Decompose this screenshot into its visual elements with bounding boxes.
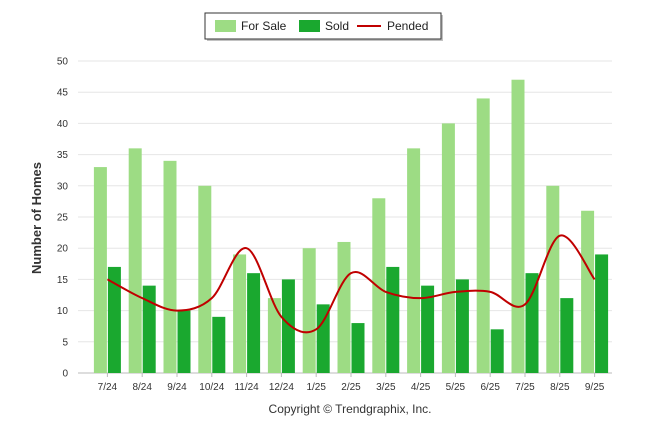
x-tick-label: 9/24 <box>167 382 187 393</box>
bar-sold <box>490 329 504 373</box>
x-tick-label: 5/25 <box>446 382 466 393</box>
bar-for-sale <box>302 248 316 373</box>
bar-for-sale <box>93 167 107 373</box>
y-tick-label: 30 <box>57 181 69 192</box>
y-tick-label: 20 <box>57 244 69 255</box>
bar-for-sale <box>441 123 455 374</box>
legend-swatch-sold <box>299 20 320 32</box>
y-tick-label: 15 <box>57 275 69 286</box>
pended-line-layer <box>106 234 596 334</box>
x-tick-label: 4/25 <box>411 382 431 393</box>
x-axis-ticks: 7/24 8/24 9/24 10/24 11/24 12/24 1/25 2/25 3/25 4… <box>98 373 605 393</box>
x-tick-label: 10/24 <box>199 382 224 393</box>
bar-sold <box>107 266 121 373</box>
bar-for-sale <box>163 160 177 373</box>
y-tick-label: 5 <box>62 337 68 348</box>
bar-sold <box>351 323 365 373</box>
x-tick-label: 7/25 <box>515 382 535 393</box>
pended-line <box>106 234 596 334</box>
x-tick-label: 7/24 <box>98 382 118 393</box>
bar-sold <box>177 310 191 373</box>
x-tick-label: 12/24 <box>269 382 294 393</box>
bars <box>93 79 609 374</box>
bar-sold <box>247 273 261 373</box>
bar-sold <box>142 285 156 373</box>
legend-label-pended: Pended <box>387 19 428 33</box>
bar-sold <box>316 304 330 373</box>
x-tick-label: 2/25 <box>341 382 361 393</box>
bar-sold <box>281 279 295 373</box>
y-tick-label: 35 <box>57 150 69 161</box>
legend: For Sale Sold Pended <box>204 12 443 41</box>
bar-for-sale <box>476 98 490 373</box>
x-tick-label: 8/24 <box>132 382 152 393</box>
bar-for-sale <box>407 148 421 373</box>
bar-for-sale <box>372 198 386 373</box>
x-tick-label: 3/25 <box>376 382 396 393</box>
x-tick-label: 1/25 <box>306 382 326 393</box>
y-tick-label: 0 <box>62 369 68 380</box>
bar-sold <box>386 266 400 373</box>
y-tick-label: 40 <box>57 119 69 130</box>
bar-for-sale <box>267 298 281 373</box>
y-axis-label: Number of Homes <box>29 162 44 274</box>
bar-sold <box>525 273 539 373</box>
bar-for-sale <box>128 148 142 373</box>
x-tick-label: 11/24 <box>234 382 259 393</box>
x-tick-label: 9/25 <box>585 382 605 393</box>
y-tick-label: 50 <box>57 57 69 68</box>
x-tick-label: 6/25 <box>480 382 500 393</box>
legend-label-for-sale: For Sale <box>241 19 287 33</box>
bar-for-sale <box>198 185 212 373</box>
bar-sold <box>455 279 469 373</box>
legend-label-sold: Sold <box>325 19 349 33</box>
y-tick-label: 25 <box>57 213 69 224</box>
bar-for-sale <box>233 254 247 373</box>
bar-for-sale <box>546 185 560 373</box>
copyright-text: Copyright © Trendgraphix, Inc. <box>269 402 432 416</box>
legend-swatch-for-sale <box>215 20 236 32</box>
y-tick-label: 45 <box>57 88 69 99</box>
legend-box <box>204 12 442 40</box>
bar-sold <box>212 316 226 373</box>
bar-for-sale <box>337 241 351 373</box>
bar-for-sale <box>511 79 525 373</box>
bar-sold <box>421 285 435 373</box>
bar-sold <box>595 254 609 373</box>
x-tick-label: 8/25 <box>550 382 570 393</box>
y-axis-ticks: 0 5 10 15 20 25 30 35 40 45 50 <box>57 57 69 380</box>
y-tick-label: 10 <box>57 306 69 317</box>
bar-sold <box>560 298 574 373</box>
bar-for-sale <box>581 210 595 373</box>
